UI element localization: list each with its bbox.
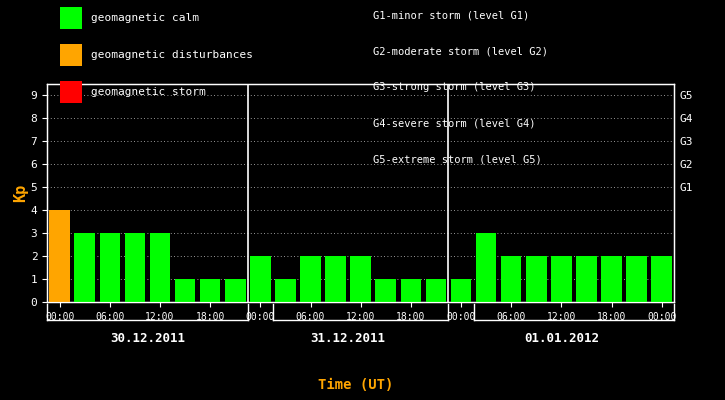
Bar — [125, 233, 145, 302]
Bar — [476, 233, 497, 302]
Bar — [49, 210, 70, 302]
Text: geomagnetic disturbances: geomagnetic disturbances — [91, 50, 252, 60]
Bar — [601, 256, 622, 302]
Bar — [326, 256, 346, 302]
Bar — [501, 256, 521, 302]
Text: G3-strong storm (level G3): G3-strong storm (level G3) — [373, 82, 536, 92]
Text: G4-severe storm (level G4): G4-severe storm (level G4) — [373, 118, 536, 128]
Text: Time (UT): Time (UT) — [318, 378, 393, 392]
Bar — [451, 279, 471, 302]
Text: G2-moderate storm (level G2): G2-moderate storm (level G2) — [373, 46, 548, 56]
Bar — [350, 256, 371, 302]
Text: 31.12.2011: 31.12.2011 — [310, 332, 386, 345]
Bar — [376, 279, 396, 302]
Bar — [300, 256, 320, 302]
Bar — [75, 233, 95, 302]
Bar — [276, 279, 296, 302]
Bar — [551, 256, 571, 302]
Text: geomagnetic calm: geomagnetic calm — [91, 13, 199, 23]
Bar — [576, 256, 597, 302]
Bar — [200, 279, 220, 302]
Bar — [225, 279, 246, 302]
Text: 01.01.2012: 01.01.2012 — [524, 332, 599, 345]
Bar — [426, 279, 446, 302]
Text: geomagnetic storm: geomagnetic storm — [91, 87, 205, 97]
Text: G1-minor storm (level G1): G1-minor storm (level G1) — [373, 10, 530, 20]
Bar — [652, 256, 672, 302]
Bar — [150, 233, 170, 302]
Bar — [626, 256, 647, 302]
Bar — [250, 256, 270, 302]
Bar — [99, 233, 120, 302]
Bar — [526, 256, 547, 302]
Y-axis label: Kp: Kp — [13, 184, 28, 202]
Bar — [401, 279, 421, 302]
Text: G5-extreme storm (level G5): G5-extreme storm (level G5) — [373, 154, 542, 164]
Bar — [175, 279, 195, 302]
Text: 30.12.2011: 30.12.2011 — [110, 332, 185, 345]
